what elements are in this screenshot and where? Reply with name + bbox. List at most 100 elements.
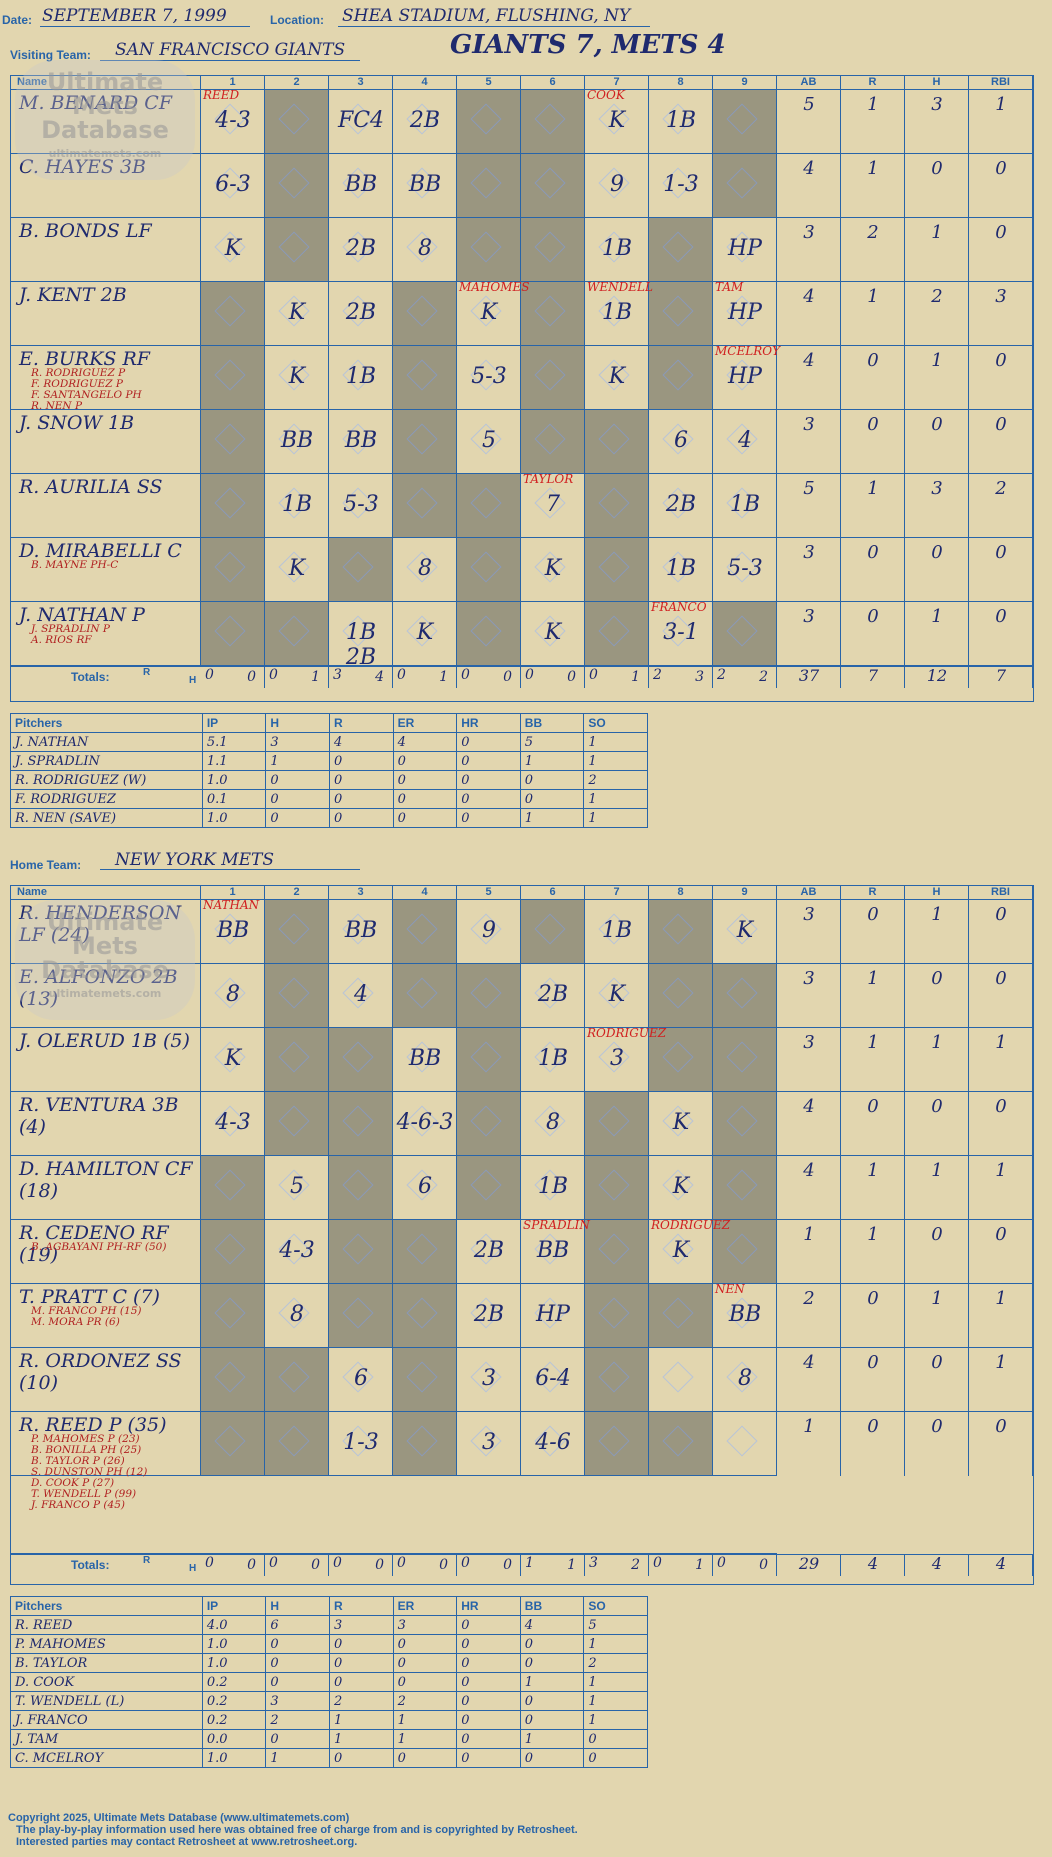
substitute-name: F. SANTANGELO PH (31, 389, 142, 401)
game-total-value: 4 (931, 1554, 943, 1573)
inning-hits: 0 (247, 669, 256, 685)
diamond-icon (662, 1297, 694, 1329)
play-mark: 9 (610, 172, 624, 197)
diamond-icon (726, 1169, 758, 1201)
stat-cell: 2 (969, 474, 1033, 538)
pitcher-change-note: WENDELL (587, 280, 653, 294)
stat-value: 3 (803, 414, 815, 435)
pitcher-stat: 2 (265, 1710, 331, 1730)
stat-value: 2 (803, 1288, 815, 1309)
stat-cell: 0 (905, 154, 969, 218)
game-total-value: 4 (867, 1554, 879, 1573)
date-value: SEPTEMBER 7, 1999 (42, 6, 227, 26)
pitcher-stat: 4.0 (201, 1615, 267, 1635)
game-total: 12 (905, 666, 969, 688)
diamond-icon (598, 551, 630, 583)
play-mark: K (288, 300, 306, 325)
diamond-icon (662, 977, 694, 1009)
inning-cell: 4 (713, 410, 777, 474)
play-mark: 6-3 (215, 172, 251, 197)
pitcher-stat: 0 (329, 1634, 394, 1654)
inning-runs: 2 (717, 667, 726, 683)
play-mark: 2B (409, 108, 441, 133)
batter-name-cell: T. PRATT C (7) M. FRANCO PH (15) M. MORA P… (11, 1284, 201, 1348)
play-mark: K (672, 1174, 690, 1199)
stat-cell: 1 (905, 900, 969, 964)
pitcher-stat: 1.1 (201, 751, 267, 771)
diamond-icon (342, 1041, 374, 1073)
stat-value: 3 (931, 94, 943, 115)
stat-value: 0 (931, 158, 943, 179)
diamond-icon (214, 615, 246, 647)
substitute-name: M. FRANCO PH (15) (31, 1305, 142, 1317)
batter-name: B. BONDS LF (19, 220, 152, 242)
stat-value: 5 (803, 478, 815, 499)
inning-cell: 3 (457, 1348, 521, 1412)
inning-cell (713, 90, 777, 154)
substitute-name: B. MAYNE PH-C (31, 559, 119, 571)
pitcher-stat: 4 (392, 732, 458, 752)
stat-cell: 1 (841, 1156, 905, 1220)
stat-cell: 3 (905, 474, 969, 538)
inning-cell: 6 (329, 1348, 393, 1412)
play-mark: K (544, 620, 562, 645)
stat-value: 2 (867, 222, 879, 243)
inning-cell (585, 1092, 649, 1156)
diamond-icon (726, 1105, 758, 1137)
diamond-icon (726, 615, 758, 647)
stat-cell: 3 (777, 602, 841, 666)
inning-cell (457, 154, 521, 218)
stat-cell: 1 (841, 474, 905, 538)
stat-cell: 0 (969, 410, 1033, 474)
stat-cell: 1 (777, 1220, 841, 1284)
play-mark: 5 (290, 1174, 304, 1199)
inning-cell (585, 1156, 649, 1220)
play-mark: K (224, 236, 242, 261)
column-header: 3 (329, 886, 393, 900)
inning-hits: 1 (439, 669, 448, 685)
pitcher-stat: 0 (329, 1748, 394, 1768)
pitchers-column-header: SO (583, 713, 648, 733)
play-mark: 3 (482, 1430, 496, 1455)
stat-value: 0 (995, 222, 1007, 243)
inning-cell (649, 282, 713, 346)
column-header: 6 (521, 76, 585, 90)
diamond-icon (598, 615, 630, 647)
play-mark: 1B (537, 1174, 569, 1199)
pitchers-header-row: Pitchers IP H R ER HR BB SO (10, 713, 648, 733)
stat-value: 0 (995, 350, 1007, 371)
inning-cell: 4 (329, 964, 393, 1028)
diamond-icon (598, 423, 630, 455)
pitcher-stat: 0 (265, 789, 331, 809)
stat-value: 0 (931, 414, 943, 435)
play-mark: 2B (537, 982, 569, 1007)
stat-value: 0 (931, 1416, 943, 1437)
column-header: Name (11, 886, 201, 900)
play-mark: 1B 2B (345, 620, 377, 670)
column-header: RBI (969, 886, 1033, 900)
inning-cell: 4-3 (201, 90, 265, 154)
inning-cell: 1B (585, 282, 649, 346)
pitcher-stat: 0 (456, 770, 521, 790)
inning-cell: K (201, 218, 265, 282)
column-header: 5 (457, 76, 521, 90)
inning-cell (713, 154, 777, 218)
pitcher-stat: 1 (519, 1729, 585, 1749)
pitcher-name: F. RODRIGUEZ (10, 789, 203, 809)
play-mark: 4-3 (215, 1110, 251, 1135)
pitcher-stat: 3 (329, 1615, 394, 1635)
inning-cell (329, 538, 393, 602)
visiting-team-label: Visiting Team: (10, 48, 91, 62)
totals-h-label: H (189, 675, 197, 686)
home-scorecard: Name 1 2 3 4 5 6 7 8 9 AB R H RBI R. HENDERSON LF (24)… (10, 885, 1034, 1585)
pitcher-stat: 0 (265, 1672, 331, 1692)
diamond-icon (406, 1297, 438, 1329)
stat-cell: 0 (905, 1412, 969, 1476)
pitcher-stat: 0 (519, 1710, 585, 1730)
play-mark: 4-3 (215, 108, 251, 133)
pitcher-name: D. COOK (10, 1672, 203, 1692)
column-header: 7 (585, 886, 649, 900)
batter-name-cell: J. SNOW 1B (11, 410, 201, 474)
inning-cell: 5 (265, 1156, 329, 1220)
